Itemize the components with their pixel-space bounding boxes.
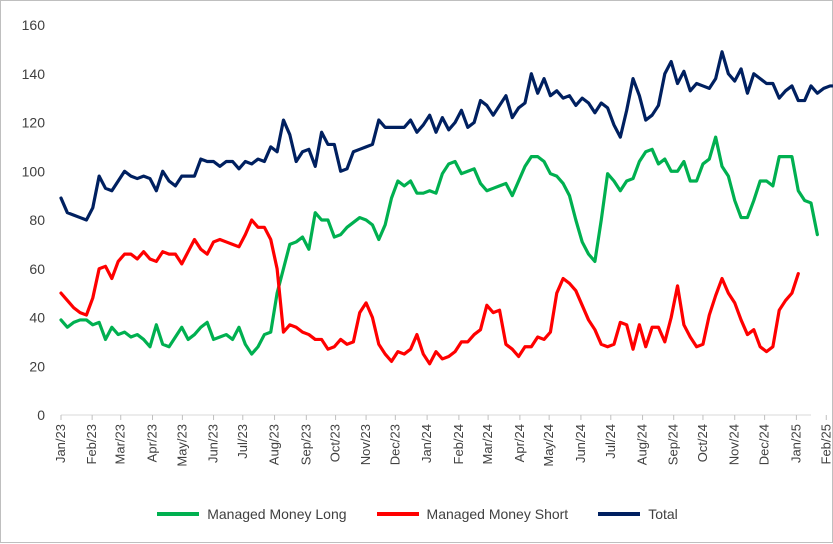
x-tick-label: Oct/23 (328, 424, 343, 462)
x-tick-label: Jun/23 (206, 424, 221, 463)
legend-item-long: Managed Money Long (157, 506, 347, 522)
x-tick-label: Nov/23 (358, 424, 373, 465)
x-tick-label: Feb/25 (818, 424, 833, 464)
legend-label-long: Managed Money Long (207, 506, 347, 522)
x-tick-label: Jul/24 (603, 424, 618, 459)
x-tick-label: Jan/23 (53, 424, 68, 463)
y-tick-label: 120 (22, 115, 46, 131)
x-tick-label: Oct/24 (695, 424, 710, 462)
x-tick-label: Apr/24 (512, 424, 527, 462)
x-tick-label: May/24 (541, 424, 556, 467)
x-tick-label: Jan/25 (788, 424, 803, 463)
y-tick-label: 0 (37, 407, 45, 423)
legend-swatch-short (376, 512, 419, 516)
legend-label-total: Total (648, 506, 678, 522)
legend-swatch-long (157, 512, 200, 516)
series-layer (59, 50, 833, 366)
x-tick-label: Dec/24 (757, 424, 772, 465)
y-tick-label: 20 (29, 358, 45, 374)
x-tick-label: Dec/23 (387, 424, 402, 465)
legend-swatch-total (598, 512, 641, 516)
y-tick-label: 160 (22, 17, 46, 33)
legend-label-short: Managed Money Short (426, 506, 569, 522)
x-tick-label: Mar/24 (480, 424, 495, 464)
x-tick-label: Aug/23 (267, 424, 282, 465)
x-tick-label: Mar/23 (113, 424, 128, 464)
y-axis: 0 20 40 60 80 100 120 140 160 (22, 17, 46, 423)
x-tick-label: Feb/24 (451, 424, 466, 464)
x-tick-label: May/23 (174, 424, 189, 467)
x-tick-label: Jun/24 (573, 424, 588, 463)
series-line-total (59, 50, 833, 222)
x-tick-label: Jan/24 (419, 424, 434, 463)
series-line-short (59, 218, 800, 366)
y-tick-label: 80 (29, 212, 45, 228)
x-tick-label: Apr/23 (145, 424, 160, 462)
series-line-long (59, 135, 819, 356)
x-tick-label: Feb/23 (84, 424, 99, 464)
y-tick-label: 100 (22, 163, 46, 179)
x-tick-label: Sep/24 (666, 424, 681, 465)
legend: Managed Money Long Managed Money Short T… (1, 502, 833, 526)
y-tick-label: 40 (29, 310, 45, 326)
x-axis: Jan/23 Feb/23 Mar/23 Apr/23 May/23 Jun/23 Jul/… (53, 414, 833, 467)
x-tick-label: Nov/24 (727, 424, 742, 465)
x-tick-label: Jul/23 (235, 424, 250, 459)
y-tick-label: 140 (22, 66, 46, 82)
legend-item-short: Managed Money Short (376, 506, 569, 522)
legend-item-total: Total (598, 506, 678, 522)
x-tick-label: Aug/24 (635, 424, 650, 465)
x-tick-label: Sep/23 (298, 424, 313, 465)
y-tick-label: 60 (29, 261, 45, 277)
